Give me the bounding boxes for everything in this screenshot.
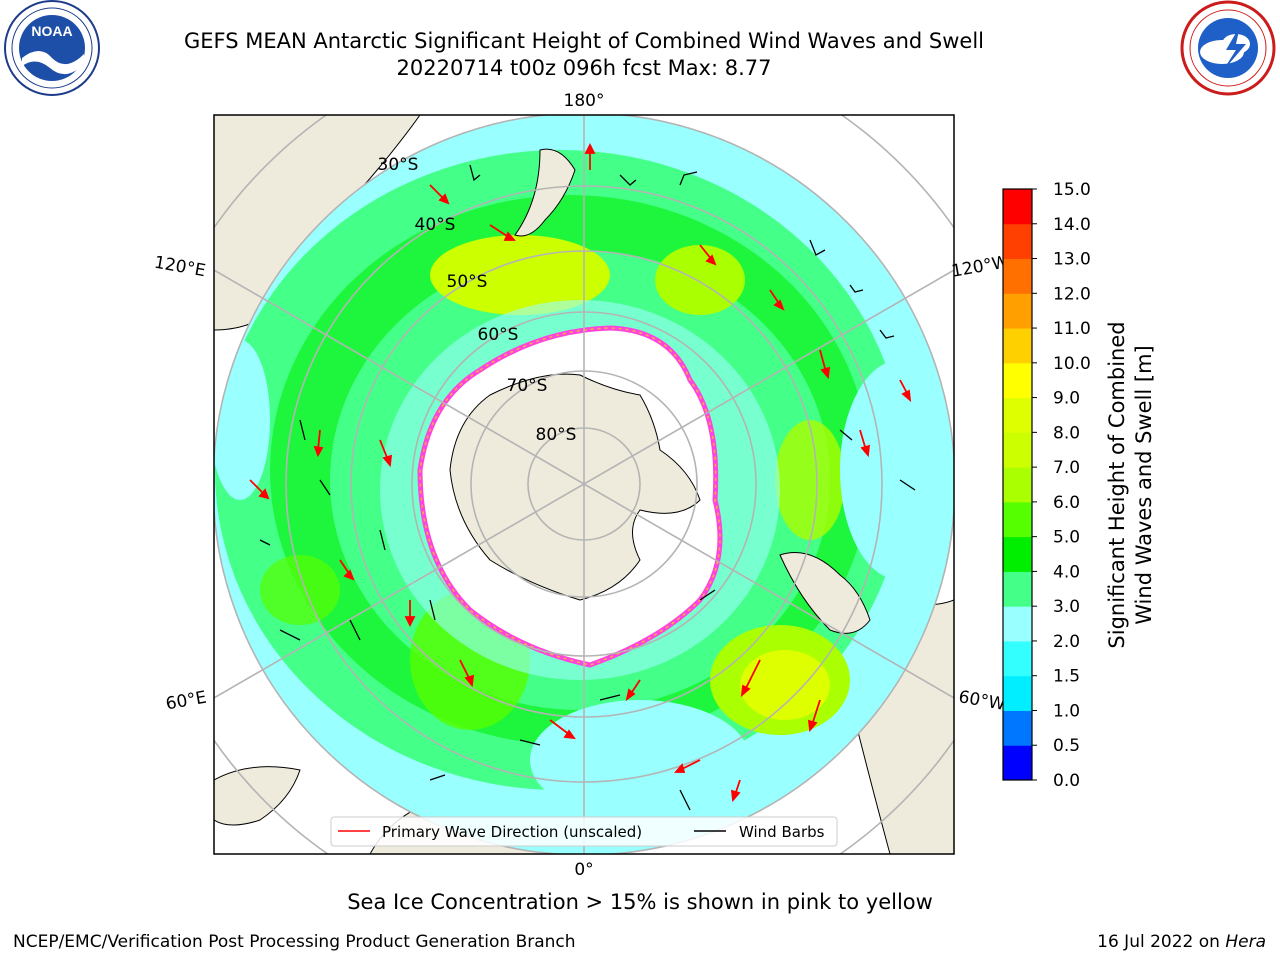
colorbar-tick-label: 1.5	[1053, 667, 1080, 687]
colorbar-segment	[1003, 397, 1032, 433]
legend: Primary Wave Direction (unscaled) Wind B…	[330, 816, 838, 847]
lon-label-120e: 120°E	[153, 253, 207, 282]
lat-label-80s: 80°S	[536, 425, 577, 445]
colorbar-label-line2: Wind Waves and Swell [m]	[1132, 345, 1156, 625]
colorbar-segment	[1003, 606, 1032, 642]
footer-credit: NCEP/EMC/Verification Post Processing Pr…	[13, 932, 576, 952]
colorbar-border	[1002, 188, 1033, 781]
colorbar-segment	[1003, 745, 1032, 781]
noaa-logo: NOAA	[4, 0, 100, 96]
lon-label-60e: 60°E	[164, 688, 208, 715]
colorbar-segment	[1003, 571, 1032, 607]
colorbar-segment	[1003, 258, 1032, 294]
map-frame	[213, 114, 955, 855]
colorbar-tick-label: 5.0	[1053, 528, 1080, 548]
chart-subtitle: 20220714 t00z 096h fcst Max: 8.77	[396, 56, 772, 80]
colorbar-label-line1: Significant Height of Combined	[1105, 321, 1129, 648]
colorbar-tick-label: 8.0	[1053, 423, 1080, 443]
colorbar-tick-label: 11.0	[1053, 319, 1091, 339]
colorbar-tick-label: 15.0	[1053, 180, 1091, 200]
chart-title: GEFS MEAN Antarctic Significant Height o…	[183, 29, 985, 53]
colorbar-segment	[1003, 432, 1032, 468]
colorbar-tick-label: 12.0	[1053, 284, 1091, 304]
footer-machine: Hera	[1225, 932, 1266, 952]
lat-label-40s: 40°S	[415, 215, 456, 235]
lat-label-30s: 30°S	[378, 155, 419, 175]
colorbar-segment	[1003, 328, 1032, 364]
colorbar-tick-label: 7.0	[1053, 458, 1080, 478]
colorbar-tick-label: 4.0	[1053, 562, 1080, 582]
footer-date: 16 Jul 2022 on Hera	[1097, 932, 1266, 952]
lat-label-60s: 60°S	[478, 325, 519, 345]
colorbar-tick-label: 9.0	[1053, 389, 1080, 409]
colorbar-segment	[1003, 189, 1032, 225]
colorbar-segment	[1003, 467, 1032, 503]
colorbar-tick-label: 1.0	[1053, 701, 1080, 721]
footer-date-text: 16 Jul 2022 on	[1097, 932, 1220, 952]
lat-label-50s: 50°S	[447, 272, 488, 292]
colorbar-segment	[1003, 710, 1032, 746]
lon-label-180: 180°	[564, 91, 605, 111]
colorbar-segment	[1003, 501, 1032, 538]
lon-label-120w: 120°W	[950, 252, 1011, 282]
colorbar-segment	[1003, 536, 1032, 572]
lon-label-60w: 60°W	[957, 687, 1007, 715]
lon-label-0: 0°	[574, 860, 593, 880]
wave-direction-arrows	[249, 142, 912, 803]
legend-label-wave: Primary Wave Direction (unscaled)	[382, 823, 642, 841]
colorbar-tick-label: 14.0	[1053, 215, 1091, 235]
wind-barbs	[259, 164, 916, 811]
colorbar-tick-label: 3.0	[1053, 597, 1080, 617]
colorbar-tick-label: 6.0	[1053, 493, 1080, 513]
colorbar-tick-label: 13.0	[1053, 250, 1091, 270]
colorbar-label: Significant Height of Combined Wind Wave…	[1105, 321, 1156, 648]
colorbar-segment	[1003, 640, 1032, 677]
noaa-logo-text: NOAA	[31, 23, 72, 39]
colorbar-segment	[1003, 362, 1032, 399]
colorbar-segment	[1003, 293, 1032, 329]
colorbar: 0.0 0.5 1.0 1.5 2.0 3.0 4.0 5.0 6.0 7.0 8.0 9.0 10.0…	[1002, 180, 1091, 791]
colorbar-tick-label: 0.0	[1053, 771, 1080, 791]
colorbar-tick-label: 0.5	[1053, 736, 1080, 756]
colorbar-tick-label: 10.0	[1053, 354, 1091, 374]
nws-logo	[1180, 0, 1276, 96]
lat-label-70s: 70°S	[507, 376, 548, 396]
sea-ice-note: Sea Ice Concentration > 15% is shown in …	[347, 890, 933, 914]
colorbar-segment	[1003, 675, 1032, 711]
colorbar-segment	[1003, 223, 1032, 260]
colorbar-tick-label: 2.0	[1053, 632, 1080, 652]
legend-label-barbs: Wind Barbs	[739, 823, 825, 841]
